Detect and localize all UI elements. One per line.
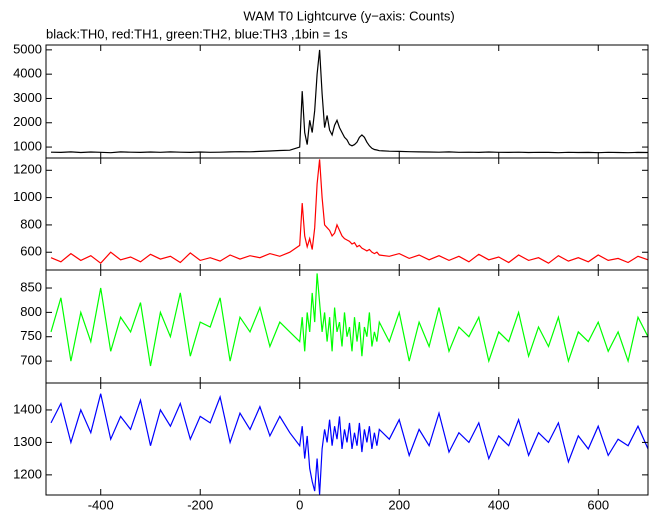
y-tick-label: 1300 (13, 434, 42, 449)
y-tick-label: 750 (20, 328, 42, 343)
y-tick-label: 700 (20, 353, 42, 368)
y-tick-label: 3000 (13, 90, 42, 105)
x-tick-label: 600 (587, 497, 609, 512)
data-line (50, 273, 649, 367)
chart-title: WAM T0 Lightcurve (y−axis: Counts) (243, 8, 454, 23)
panel-frame (45, 382, 649, 496)
data-line (50, 393, 649, 495)
y-tick-label: 5000 (13, 41, 42, 56)
x-tick-label: 0 (296, 497, 303, 512)
panel-frame (45, 157, 649, 271)
y-tick-label: 850 (20, 279, 42, 294)
y-tick-label: 600 (20, 244, 42, 259)
x-tick-label: 400 (488, 497, 510, 512)
panel-frame (45, 269, 649, 384)
x-tick-label: 200 (388, 497, 410, 512)
y-tick-label: 1000 (13, 189, 42, 204)
y-tick-label: 4000 (13, 66, 42, 81)
x-tick-label: -200 (187, 497, 213, 512)
data-line (50, 159, 649, 265)
y-tick-label: 1200 (13, 162, 42, 177)
y-tick-label: 1000 (13, 139, 42, 154)
chart-subtitle: black:TH0, red:TH1, green:TH2, blue:TH3 … (46, 26, 348, 41)
y-tick-label: 1400 (13, 401, 42, 416)
y-tick-label: 2000 (13, 114, 42, 129)
y-tick-label: 1200 (13, 466, 42, 481)
y-tick-label: 800 (20, 216, 42, 231)
data-line (50, 49, 649, 154)
x-tick-label: -400 (88, 497, 114, 512)
y-tick-label: 800 (20, 304, 42, 319)
